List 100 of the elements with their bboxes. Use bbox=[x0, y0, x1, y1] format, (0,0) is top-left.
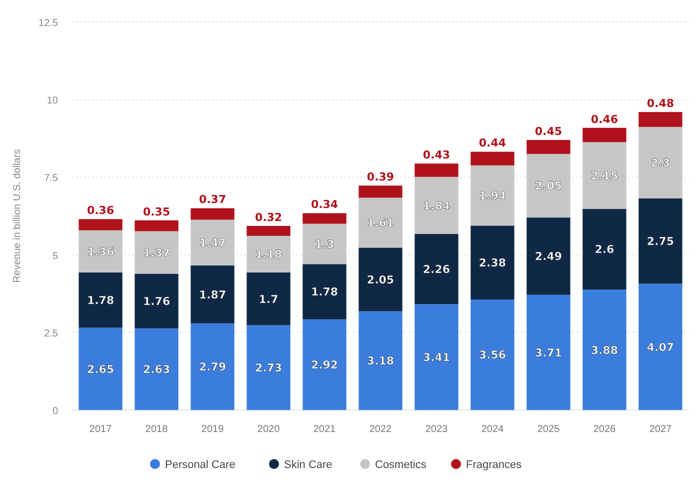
bar bbox=[302, 264, 346, 320]
bar bbox=[78, 219, 122, 230]
bar bbox=[526, 218, 570, 295]
data-label: 2.38 bbox=[478, 256, 506, 270]
legend-label: Personal Care bbox=[165, 459, 236, 471]
bar bbox=[470, 226, 514, 300]
data-label: 2.92 bbox=[310, 358, 338, 372]
bar bbox=[358, 186, 402, 198]
x-tick-label: 2023 bbox=[425, 424, 448, 435]
bar bbox=[414, 164, 458, 177]
legend-label: Skin Care bbox=[284, 459, 332, 471]
data-label: 3.88 bbox=[590, 344, 618, 357]
bar bbox=[246, 272, 290, 326]
x-tick-label: 2020 bbox=[257, 424, 280, 435]
bar bbox=[78, 230, 122, 272]
bar bbox=[358, 248, 402, 312]
x-tick-label: 2026 bbox=[593, 424, 616, 435]
data-label: 0.35 bbox=[142, 205, 170, 218]
x-tick-label: 2017 bbox=[89, 424, 112, 435]
data-label: 1.94 bbox=[478, 190, 506, 203]
bar bbox=[470, 165, 514, 226]
y-tick-label: 12.5 bbox=[38, 18, 58, 29]
x-tick-label: 2019 bbox=[201, 424, 224, 435]
data-label: 0.43 bbox=[422, 148, 450, 162]
data-label: 1.36 bbox=[86, 245, 114, 258]
y-tick-label: 5 bbox=[52, 250, 58, 262]
data-label: 1.61 bbox=[366, 216, 394, 230]
data-label: 2.49 bbox=[534, 250, 562, 264]
y-tick-label: 10 bbox=[46, 96, 58, 107]
data-label: 2.75 bbox=[646, 234, 674, 248]
bar bbox=[526, 140, 570, 154]
bar bbox=[302, 213, 346, 224]
bar bbox=[638, 126, 682, 198]
bar bbox=[190, 323, 234, 410]
bar bbox=[134, 274, 178, 328]
bar bbox=[470, 152, 514, 166]
y-tick-label: 0 bbox=[52, 406, 58, 417]
bar bbox=[526, 294, 570, 410]
bar bbox=[358, 311, 402, 410]
bar bbox=[582, 290, 626, 410]
data-label: 4.07 bbox=[646, 340, 674, 354]
bar bbox=[246, 226, 290, 236]
y-tick-label: 2.5 bbox=[44, 328, 58, 340]
bar bbox=[358, 198, 402, 248]
data-label: 0.45 bbox=[534, 124, 562, 138]
bar bbox=[78, 272, 122, 328]
data-label: 3.41 bbox=[422, 351, 450, 364]
bar bbox=[134, 328, 178, 410]
data-label: 0.32 bbox=[254, 210, 282, 224]
bar bbox=[526, 154, 570, 218]
data-label: 2.79 bbox=[198, 360, 226, 374]
bar bbox=[302, 224, 346, 264]
data-label: 1.87 bbox=[198, 288, 226, 302]
data-label: 1.37 bbox=[142, 246, 170, 260]
data-label: 0.39 bbox=[366, 170, 394, 184]
data-label: 1.3 bbox=[314, 238, 334, 251]
data-label: 3.18 bbox=[366, 354, 394, 368]
data-label: 0.44 bbox=[478, 136, 506, 150]
bar bbox=[582, 128, 626, 142]
data-label: 2.6 bbox=[594, 243, 615, 256]
bar bbox=[134, 231, 178, 274]
data-label: 2.73 bbox=[254, 362, 282, 375]
data-label: 1.18 bbox=[254, 248, 282, 262]
data-label: 0.37 bbox=[198, 193, 226, 206]
data-label: 1.7 bbox=[258, 292, 278, 306]
data-label: 0.36 bbox=[86, 204, 114, 218]
bar bbox=[582, 208, 626, 290]
bar bbox=[246, 325, 290, 410]
data-label: 1.76 bbox=[142, 295, 170, 308]
bar bbox=[638, 284, 682, 410]
y-tick-label: 7.5 bbox=[44, 173, 58, 184]
x-tick-label: 2018 bbox=[145, 424, 168, 435]
bar bbox=[414, 176, 458, 234]
legend-label: Fragrances bbox=[466, 459, 522, 471]
bar bbox=[470, 300, 514, 410]
data-label: 1.78 bbox=[86, 294, 114, 308]
data-label: 0.46 bbox=[590, 112, 618, 126]
bar bbox=[582, 142, 626, 209]
x-tick-label: 2021 bbox=[313, 424, 336, 435]
y-axis-title: Revenue in billion U.S. dollars bbox=[12, 149, 23, 283]
data-label: 2.63 bbox=[142, 363, 170, 376]
x-tick-label: 2025 bbox=[537, 424, 560, 435]
bar bbox=[246, 236, 290, 272]
data-label: 0.48 bbox=[646, 97, 674, 110]
bar bbox=[190, 208, 234, 220]
data-label: 1.84 bbox=[422, 199, 450, 212]
data-label: 2.65 bbox=[86, 362, 114, 376]
data-label: 1.78 bbox=[310, 286, 338, 299]
bar bbox=[190, 265, 234, 324]
data-label: 2.05 bbox=[534, 180, 562, 193]
bar bbox=[638, 198, 682, 284]
data-label: 0.34 bbox=[310, 198, 338, 212]
data-label: 2.3 bbox=[650, 156, 670, 170]
bar bbox=[414, 304, 458, 410]
bar bbox=[302, 319, 346, 410]
bar bbox=[190, 220, 234, 266]
data-label: 2.15 bbox=[590, 169, 618, 182]
data-label: 2.26 bbox=[422, 263, 450, 276]
data-label: 2.05 bbox=[366, 273, 394, 286]
legend-label: Cosmetics bbox=[375, 459, 427, 471]
